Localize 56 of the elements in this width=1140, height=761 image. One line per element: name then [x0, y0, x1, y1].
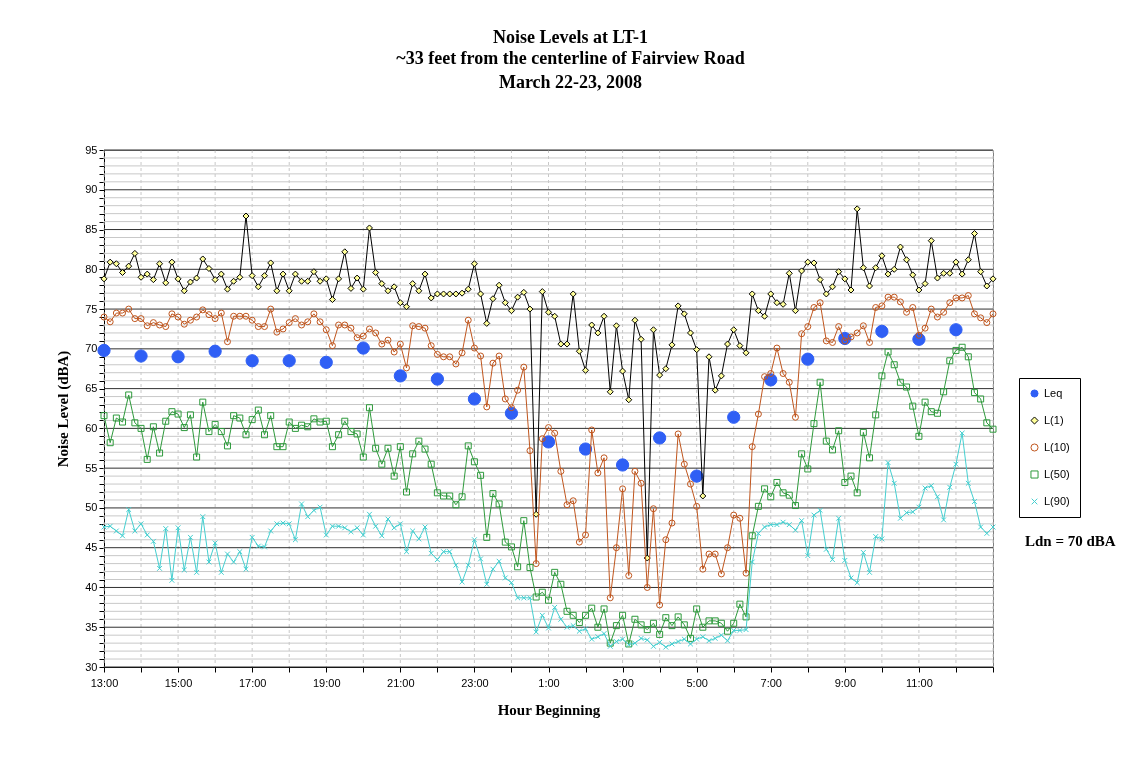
y-tick-label: 90 [85, 183, 98, 196]
chart-title: Noise Levels at LT-1 [492, 27, 649, 47]
point [171, 350, 185, 364]
legend-label: Leq [1044, 386, 1063, 399]
point [578, 442, 593, 456]
x-tick-label: 7:00 [760, 676, 782, 689]
y-tick-label: 35 [85, 620, 98, 633]
point [801, 352, 815, 366]
point [727, 410, 741, 424]
x-tick-label: 13:00 [90, 676, 119, 689]
point [356, 341, 370, 355]
point [282, 354, 296, 368]
y-tick-label: 65 [85, 382, 98, 395]
chart-subtitle: ~33 feet from the centerline of Fairview Road March 22-23, 2008 [396, 48, 745, 92]
legend-label: L(50) [1044, 467, 1070, 480]
point [134, 349, 148, 363]
point [875, 324, 889, 338]
x-tick-label: 9:00 [834, 676, 857, 689]
point [615, 458, 630, 472]
x-tick-label: 19:00 [312, 676, 341, 689]
x-tick-label: 21:00 [387, 676, 415, 689]
y-tick-label: 40 [85, 580, 98, 593]
y-tick-label: 85 [85, 223, 98, 236]
legend-label: L(90) [1044, 494, 1070, 507]
point [208, 344, 222, 358]
y-tick-label: 75 [85, 302, 98, 315]
y-tick-label: 60 [85, 421, 98, 434]
point [690, 469, 704, 483]
y-axis-title: Noise Level (dBA) [55, 350, 73, 468]
point [430, 372, 444, 386]
y-tick-label: 30 [85, 660, 98, 673]
text: Ldn = 70 dBA [1025, 533, 1116, 550]
y-tick-label: 50 [85, 501, 98, 514]
y-tick-label: 95 [85, 143, 98, 156]
point [653, 431, 667, 445]
point [97, 343, 111, 358]
legend-label: L(1) [1044, 413, 1064, 426]
y-tick-label: 45 [85, 541, 98, 554]
x-tick-label: 5:00 [686, 676, 708, 689]
x-tick-label: 3:00 [612, 676, 634, 689]
x-tick-label: 23:00 [461, 676, 489, 689]
x-tick-label: 1:00 [538, 676, 560, 689]
point [949, 323, 963, 337]
x-axis-title: Hour Beginning [497, 701, 601, 718]
point [504, 406, 519, 420]
point [319, 355, 333, 369]
point [245, 354, 259, 368]
legend-label: L(10) [1044, 440, 1070, 453]
point [467, 392, 482, 406]
y-tick-label: 80 [85, 262, 98, 275]
y-tick-label: 55 [85, 461, 98, 474]
x-tick-label: 11:00 [906, 676, 933, 689]
x-tick-label: 17:00 [238, 676, 267, 689]
point [393, 369, 407, 383]
x-tick-label: 15:00 [164, 676, 193, 689]
y-tick-label: 70 [85, 342, 98, 355]
